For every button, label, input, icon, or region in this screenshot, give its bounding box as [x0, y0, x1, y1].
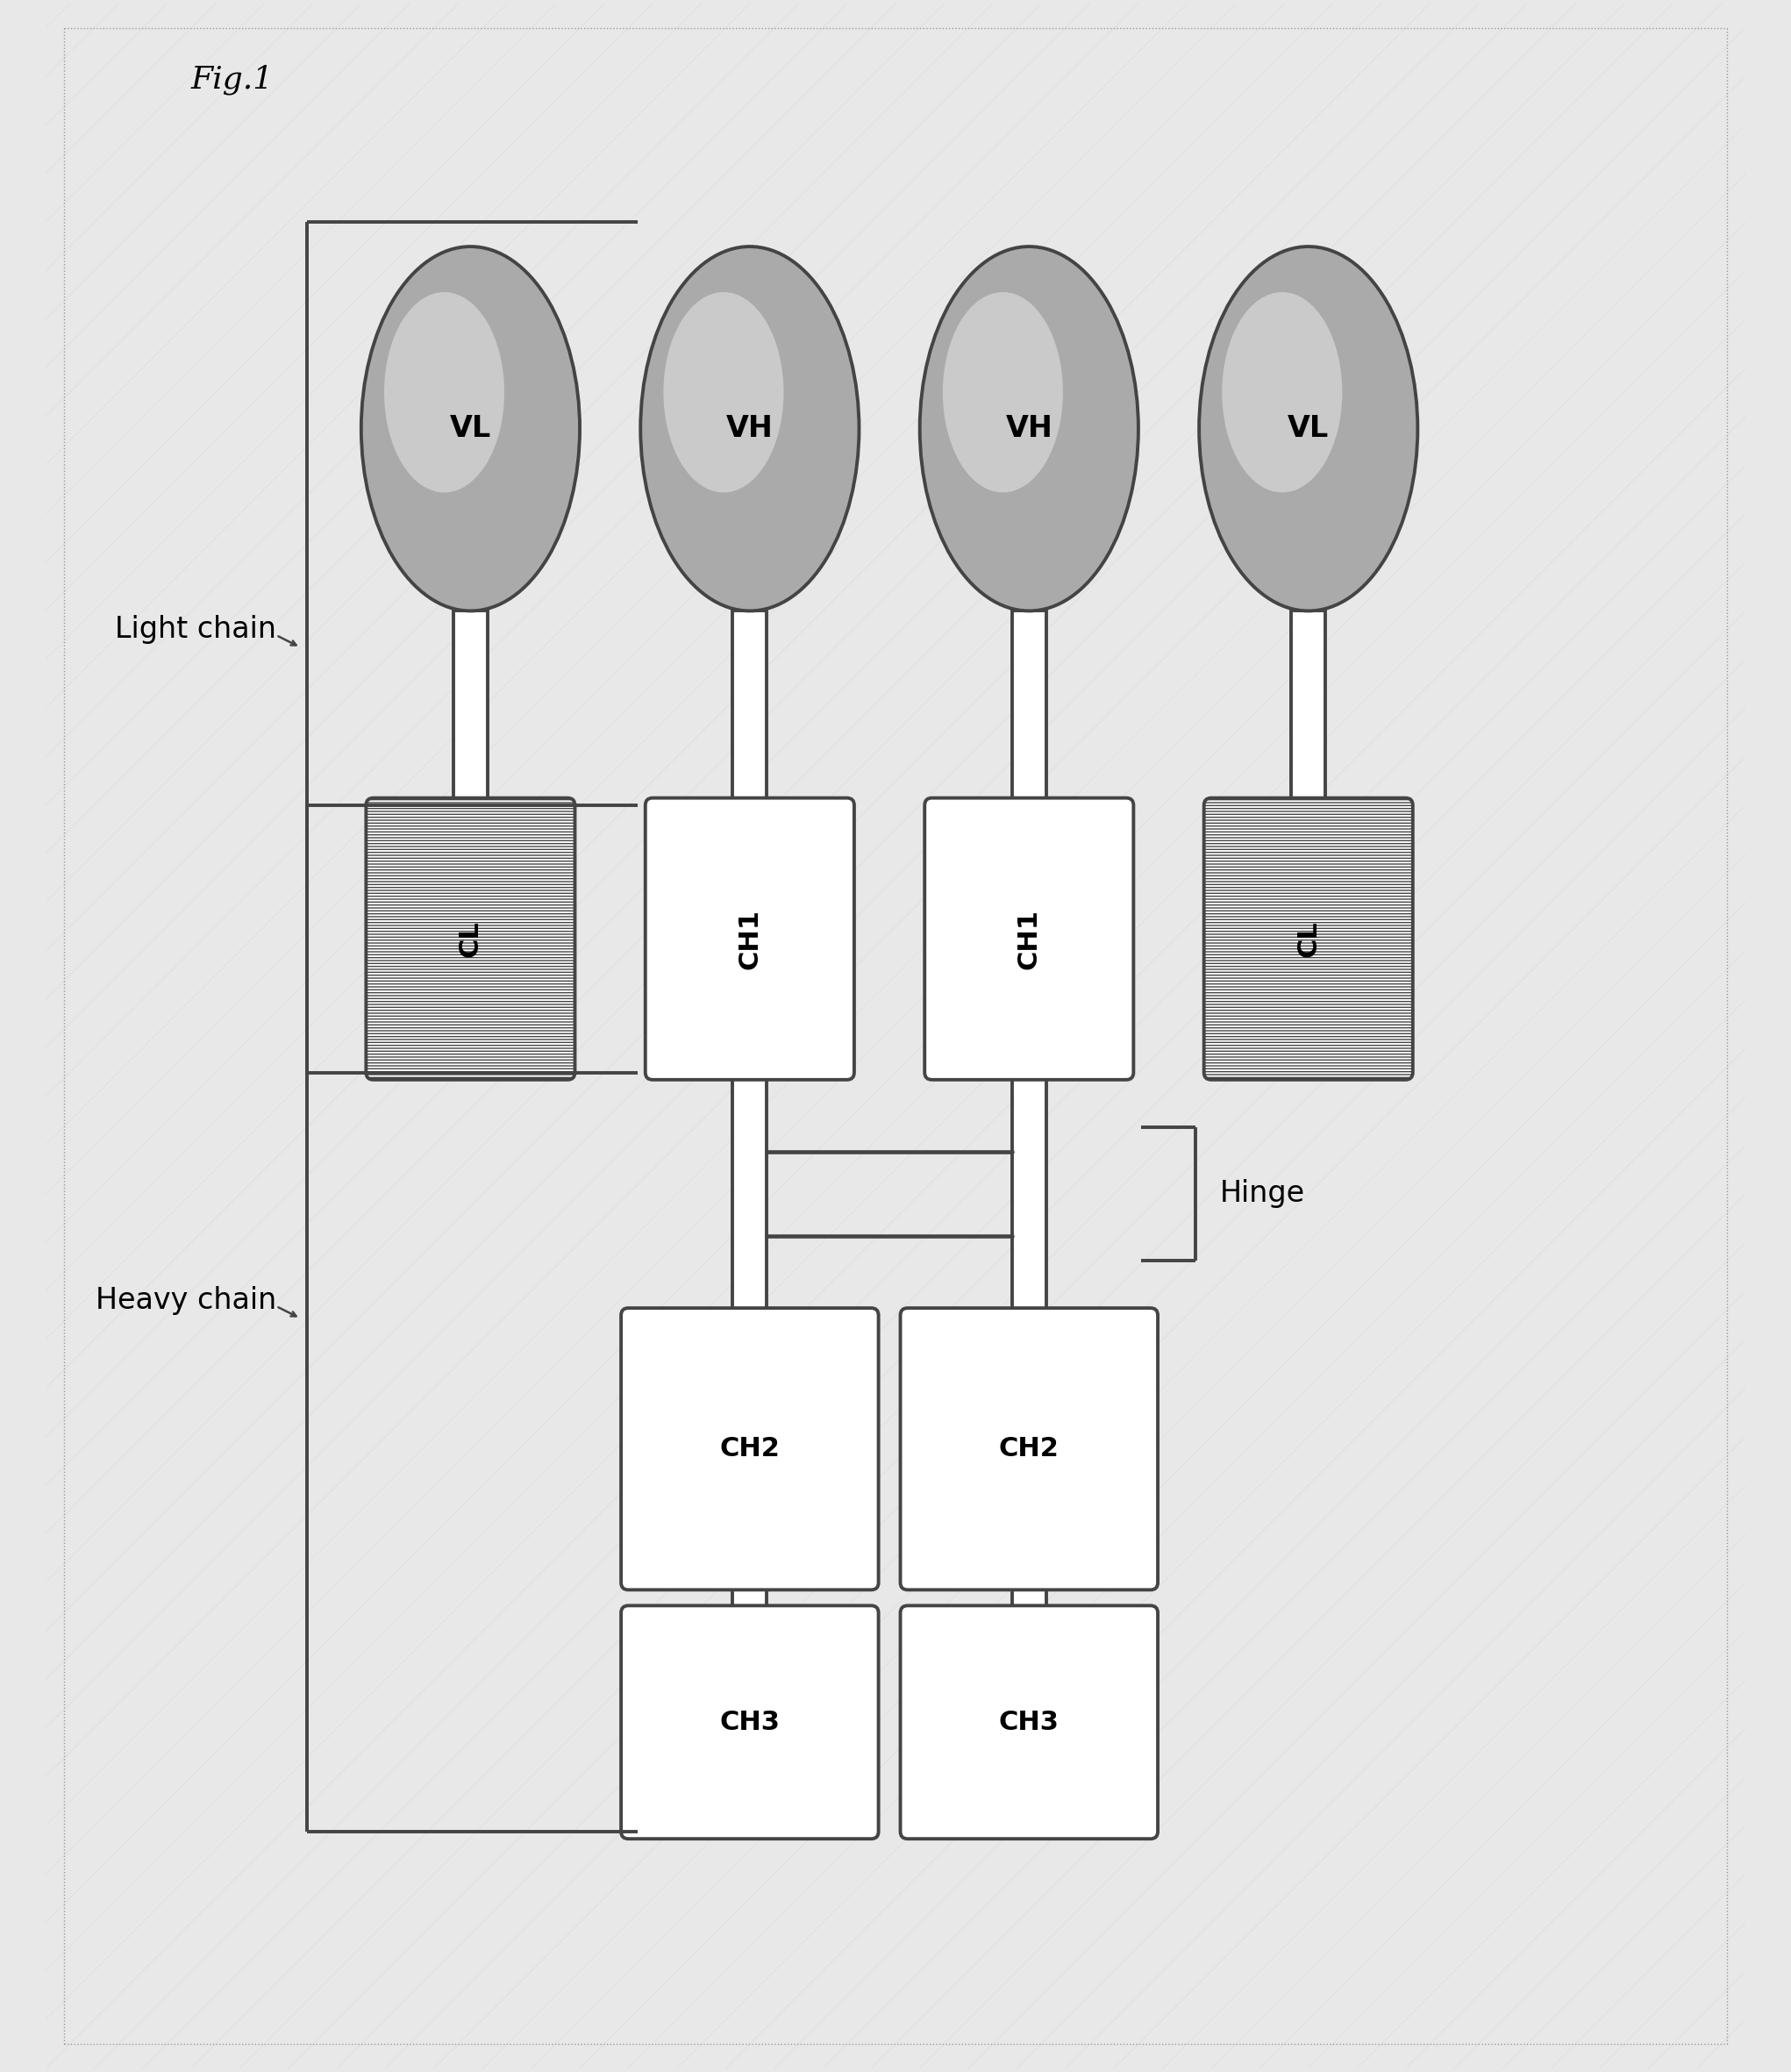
Ellipse shape [1200, 247, 1418, 611]
FancyBboxPatch shape [924, 798, 1134, 1080]
Text: Heavy chain: Heavy chain [95, 1287, 276, 1314]
FancyBboxPatch shape [621, 1606, 879, 1838]
Text: CH2: CH2 [720, 1436, 781, 1461]
Bar [1012, 1073, 1046, 1316]
Ellipse shape [921, 247, 1139, 611]
Bar [453, 611, 487, 806]
Text: CH2: CH2 [999, 1436, 1058, 1461]
Text: VL: VL [1288, 414, 1329, 443]
Text: CL: CL [1295, 920, 1322, 957]
Text: CH3: CH3 [720, 1709, 781, 1734]
Text: VL: VL [450, 414, 491, 443]
Ellipse shape [1221, 292, 1341, 493]
Text: VH: VH [725, 414, 774, 443]
Ellipse shape [663, 292, 784, 493]
Ellipse shape [641, 247, 860, 611]
Text: VH: VH [1005, 414, 1053, 443]
Text: Light chain: Light chain [115, 615, 276, 644]
FancyBboxPatch shape [621, 1307, 879, 1589]
Text: CH3: CH3 [999, 1709, 1058, 1734]
FancyBboxPatch shape [901, 1606, 1157, 1838]
FancyBboxPatch shape [901, 1307, 1157, 1589]
Text: CL: CL [458, 920, 484, 957]
Ellipse shape [362, 247, 580, 611]
Text: Hinge: Hinge [1220, 1179, 1306, 1208]
FancyBboxPatch shape [645, 798, 854, 1080]
Ellipse shape [383, 292, 505, 493]
Ellipse shape [942, 292, 1062, 493]
Bar [733, 1073, 767, 1316]
Text: Fig.1: Fig.1 [192, 64, 274, 95]
Bar [1012, 611, 1046, 806]
FancyBboxPatch shape [365, 798, 575, 1080]
Text: CH1: CH1 [1015, 910, 1042, 970]
Bar [1291, 611, 1325, 806]
Bar [733, 611, 767, 806]
Bar [733, 1583, 767, 1612]
Text: CH1: CH1 [738, 910, 763, 970]
Bar [1012, 1583, 1046, 1612]
FancyBboxPatch shape [1204, 798, 1413, 1080]
